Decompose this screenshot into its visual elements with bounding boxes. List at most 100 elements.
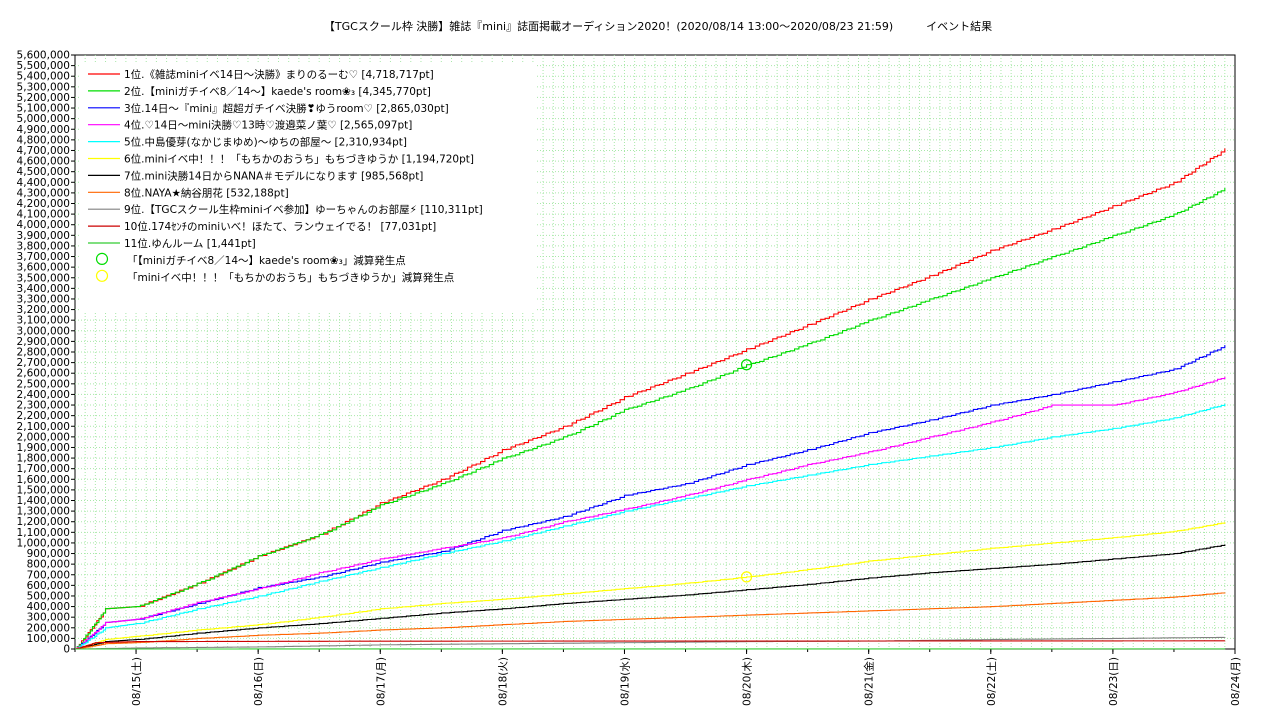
- y-tick-label: 5,400,000: [17, 71, 70, 83]
- y-tick-label: 1,000,000: [17, 537, 70, 549]
- series-line: [75, 544, 1226, 650]
- y-tick-label: 1,500,000: [17, 484, 70, 496]
- y-tick-label: 500,000: [27, 590, 70, 602]
- legend-entry: 8位.NAYA★納谷朋花 [532,188pt]: [124, 186, 289, 199]
- y-tick-label: 4,100,000: [17, 209, 70, 221]
- y-tick-label: 2,800,000: [17, 347, 70, 359]
- y-tick-label: 2,600,000: [17, 368, 70, 380]
- y-tick-label: 100,000: [27, 633, 70, 645]
- legend-entry: 5位.中島優芽(なかじまゆめ)～ゆちの部屋～ [2,310,934pt]: [124, 136, 407, 149]
- y-tick-label: 600,000: [27, 580, 70, 592]
- y-tick-label: 3,000,000: [17, 325, 70, 337]
- series-line: [75, 522, 1226, 650]
- series-group: [75, 148, 1226, 650]
- series-line: [75, 403, 1226, 650]
- legend-entry: 9位.【TGCスクール生枠miniイベ参加】ゆーちゃんのお部屋⚡ [110,31…: [124, 203, 483, 216]
- legend-entry: 7位.mini決勝14日からNANA＃モデルになります [985,568pt]: [124, 169, 423, 182]
- x-tick-label: 08/18(火): [497, 657, 509, 706]
- y-tick-label: 1,900,000: [17, 442, 70, 454]
- legend-marker: [95, 252, 109, 265]
- y-tick-label: 4,200,000: [17, 198, 70, 210]
- x-tick-label: 08/19(水): [619, 657, 631, 706]
- grid: [74, 54, 1236, 650]
- chart-title: 【TGCスクール枠 決勝】雑誌『mini』誌面掲載オーディション2020！(20…: [324, 19, 992, 33]
- x-tick-label: 08/15(土): [130, 657, 143, 706]
- y-tick-label: 400,000: [27, 601, 70, 613]
- x-tick-label: 08/22(土): [985, 657, 998, 706]
- y-tick-label: 3,100,000: [17, 315, 70, 327]
- y-tick-label: 2,900,000: [17, 336, 70, 348]
- legend-marker-label: 「miniイベ中！！！「もちかのおうち」もちづきゆうか」減算発生点: [127, 271, 454, 284]
- legend-entry: 10位.174ｾﾝﾁのminiいべ！ほたて、ランウェイでる！ [77,031pt…: [124, 220, 436, 233]
- y-tick-label: 5,100,000: [17, 103, 70, 115]
- legend-marker-label: 「【miniガチイベ8／14～】kaede's room❀₃」減算発生点: [127, 254, 406, 267]
- y-tick-label: 4,800,000: [17, 134, 70, 146]
- legend-entry: 1位.《雑誌miniイベ14日～決勝》まりのるーむ♡ [4,718,717pt]: [124, 68, 434, 81]
- y-tick-label: 4,700,000: [17, 145, 70, 157]
- y-tick-label: 700,000: [27, 569, 70, 581]
- x-tick-label: 08/20(木): [742, 657, 754, 706]
- y-tick-label: 200,000: [27, 622, 70, 634]
- y-tick-label: 3,800,000: [17, 240, 70, 252]
- y-tick-label: 3,500,000: [17, 272, 70, 284]
- y-tick-label: 5,600,000: [17, 50, 70, 62]
- x-tick-label: 08/24(月): [1230, 657, 1242, 706]
- legend-background: [80, 64, 535, 312]
- x-tick-label: 08/23(日): [1108, 657, 1120, 706]
- y-tick-label: 4,400,000: [17, 177, 70, 189]
- series-line: [75, 376, 1226, 650]
- x-tick-label: 08/17(月): [375, 657, 387, 706]
- legend-entry: 11位.ゆんルーム [1,441pt]: [124, 237, 256, 250]
- y-tick-label: 4,000,000: [17, 219, 70, 231]
- series-line: [75, 640, 1226, 650]
- y-tick-label: 4,300,000: [17, 187, 70, 199]
- y-tick-label: 4,900,000: [17, 124, 70, 136]
- legend-marker: [95, 269, 109, 282]
- y-tick-label: 4,600,000: [17, 156, 70, 168]
- y-axis: 0100,000200,000300,000400,000500,000600,…: [17, 50, 75, 656]
- legend-entry: 4位.♡14日～mini決勝♡13時♡渡邉菜ノ葉♡ [2,565,097pt]: [124, 119, 412, 132]
- y-tick-label: 5,300,000: [17, 81, 70, 93]
- markers-group: [740, 359, 753, 583]
- y-tick-label: 3,600,000: [17, 262, 70, 274]
- y-tick-label: 1,400,000: [17, 495, 70, 507]
- y-tick-label: 5,200,000: [17, 92, 70, 104]
- y-tick-label: 2,100,000: [17, 421, 70, 433]
- y-tick-label: 2,000,000: [17, 431, 70, 443]
- x-tick-label: 08/21(金): [863, 657, 876, 706]
- legend-entry: 3位.14日～『mini』超超ガチイベ決勝❣ゆうroom♡ [2,865,030…: [124, 102, 449, 115]
- y-tick-label: 900,000: [27, 548, 70, 560]
- y-tick-label: 5,500,000: [17, 60, 70, 72]
- marker-circle: [740, 571, 753, 583]
- y-tick-label: 3,900,000: [17, 230, 70, 242]
- x-tick-label: 08/16(日): [253, 657, 265, 706]
- y-tick-label: 3,400,000: [17, 283, 70, 295]
- y-tick-label: 1,200,000: [17, 516, 70, 528]
- y-tick-label: 300,000: [27, 612, 70, 624]
- series-line: [75, 592, 1226, 650]
- y-tick-label: 5,000,000: [17, 113, 70, 125]
- y-tick-label: 2,300,000: [17, 400, 70, 412]
- legend: 1位.《雑誌miniイベ14日～決勝》まりのるーむ♡ [4,718,717pt]…: [88, 68, 483, 284]
- y-tick-label: 2,700,000: [17, 357, 70, 369]
- y-tick-label: 4,500,000: [17, 166, 70, 178]
- y-tick-label: 1,800,000: [17, 453, 70, 465]
- marker-circle: [740, 359, 753, 371]
- legend-entry: 6位.miniイベ中！！！「もちかのおうち」もちづきゆうか [1,194,720…: [124, 153, 474, 166]
- y-tick-label: 1,100,000: [17, 527, 70, 539]
- y-tick-label: 0: [63, 644, 70, 656]
- y-tick-label: 1,700,000: [17, 463, 70, 475]
- y-tick-label: 2,400,000: [17, 389, 70, 401]
- legend-entry: 2位.【miniガチイベ8／14～】kaede's room❀₃ [4,345,…: [124, 85, 431, 98]
- y-tick-label: 2,200,000: [17, 410, 70, 422]
- y-tick-label: 2,500,000: [17, 378, 70, 390]
- series-line: [75, 188, 1226, 650]
- series-line: [75, 636, 1226, 650]
- y-tick-label: 1,600,000: [17, 474, 70, 486]
- y-tick-label: 800,000: [27, 559, 70, 571]
- y-tick-label: 3,200,000: [17, 304, 70, 316]
- x-axis: 08/15(土) 08/16(日) 08/17(月) 08/18(火) 08/19(水)…: [74, 649, 1242, 706]
- y-tick-label: 1,300,000: [17, 506, 70, 518]
- y-tick-label: 3,700,000: [17, 251, 70, 263]
